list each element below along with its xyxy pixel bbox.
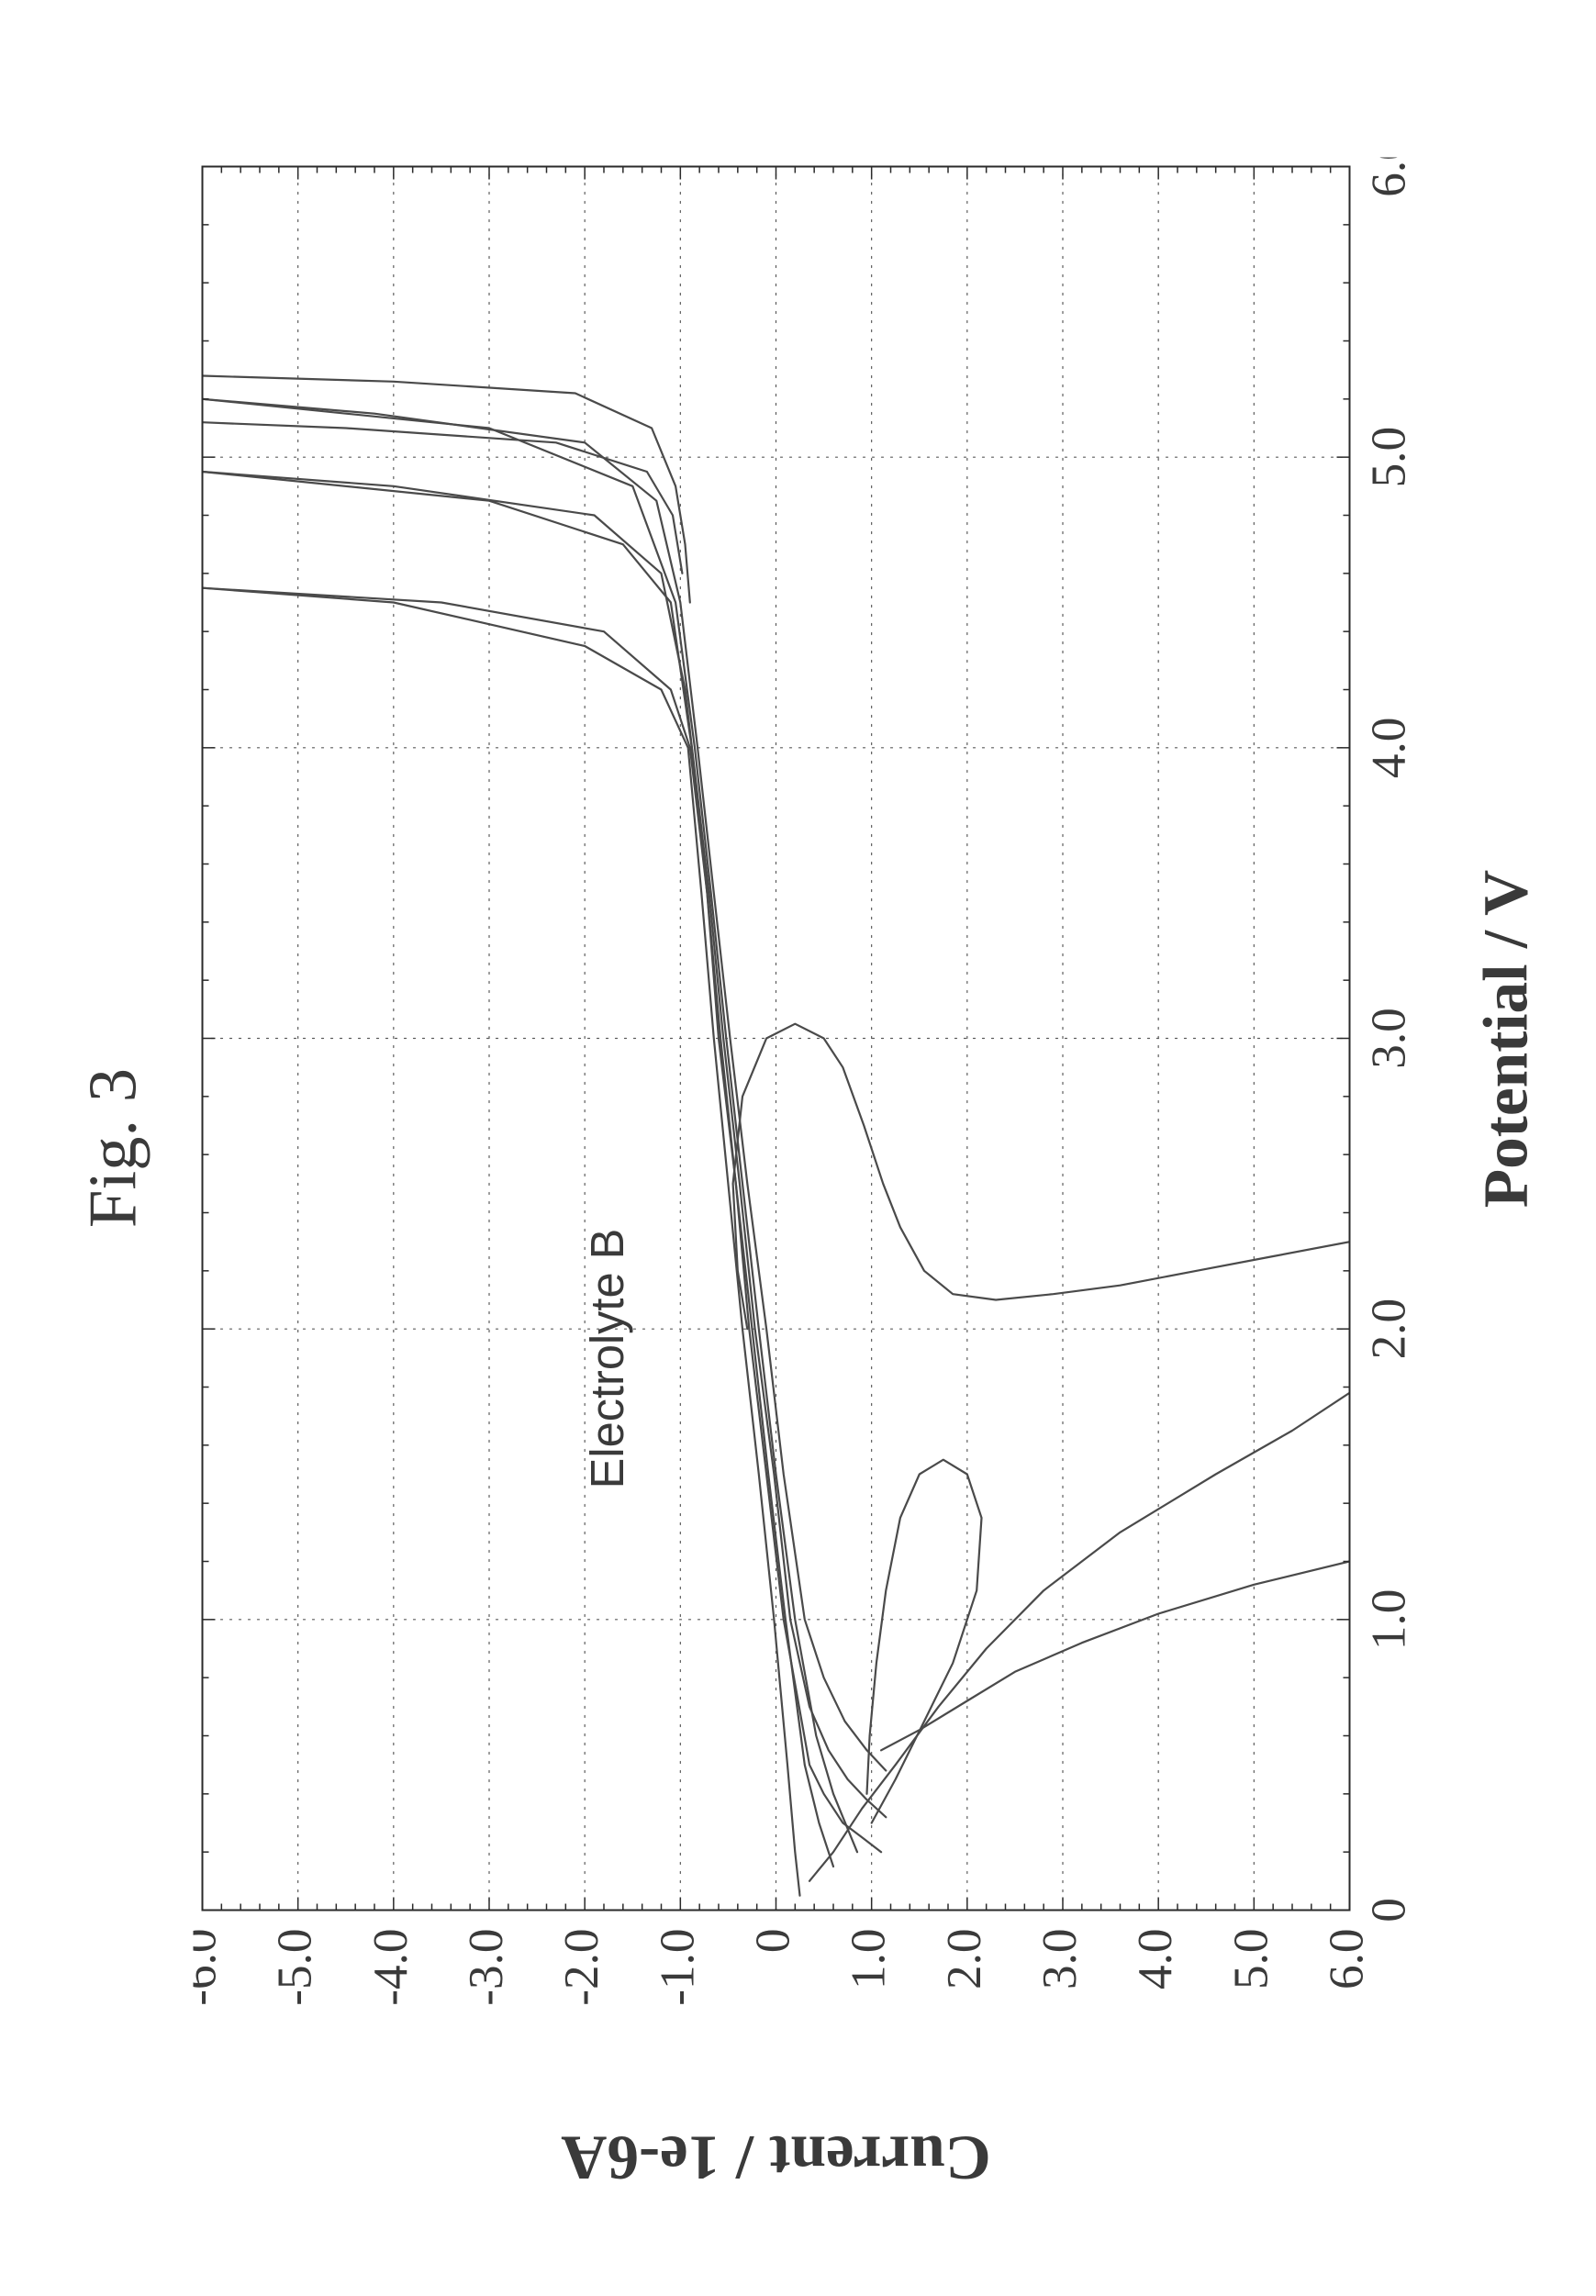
y-tick-label: 3.0	[1032, 1929, 1087, 1989]
x-tick-label: 0	[1361, 1899, 1415, 1923]
y-tick-label: -6.0	[193, 1929, 226, 2006]
y-tick-label: -2.0	[554, 1929, 608, 2006]
y-tick-label: 0	[745, 1929, 799, 1954]
x-tick-label: 2.0	[1361, 1298, 1415, 1359]
y-tick-label: -3.0	[459, 1929, 513, 2006]
y-tick-label: 5.0	[1223, 1929, 1278, 1989]
x-tick-label: 5.0	[1361, 427, 1415, 487]
x-tick-label: 6.0	[1361, 158, 1415, 197]
y-tick-label: 2.0	[936, 1929, 990, 1989]
y-tick-label: -5.0	[267, 1929, 321, 2006]
x-axis-label: Potential / V	[1468, 672, 1542, 1406]
y-tick-label: 6.0	[1319, 1929, 1373, 1989]
x-tick-label: 1.0	[1361, 1589, 1415, 1650]
y-tick-label: 4.0	[1128, 1929, 1182, 1989]
y-tick-label: -1.0	[650, 1929, 704, 2006]
plot-area: 01.02.03.04.05.06.0-6.0-5.0-4.0-3.0-2.0-…	[193, 314, 1340, 2057]
y-tick-label: -4.0	[363, 1929, 417, 2006]
plot-annotation: Electrolyte B	[580, 1229, 632, 1489]
x-tick-label: 3.0	[1361, 1009, 1415, 1069]
figure-canvas: Fig. 3 Current / 1e-6A Potential / V 0 1.…	[0, 0, 1596, 2296]
cv-chart-svg: 0 1.0 2.0 3.0 4.0 5.0 6.0 -6.0 -5.0 -4.0 -3.0 -2.0-…	[193, 158, 1432, 2057]
figure-title: Fig. 3	[73, 0, 152, 2296]
y-tick-label: 1.0	[841, 1929, 895, 1989]
x-tick-label: 4.0	[1361, 718, 1415, 778]
rotated-page: Fig. 3 Current / 1e-6A Potential / V 01.…	[0, 351, 1596, 1946]
y-axis-label: Current / 1e-6A	[500, 2122, 1051, 2195]
